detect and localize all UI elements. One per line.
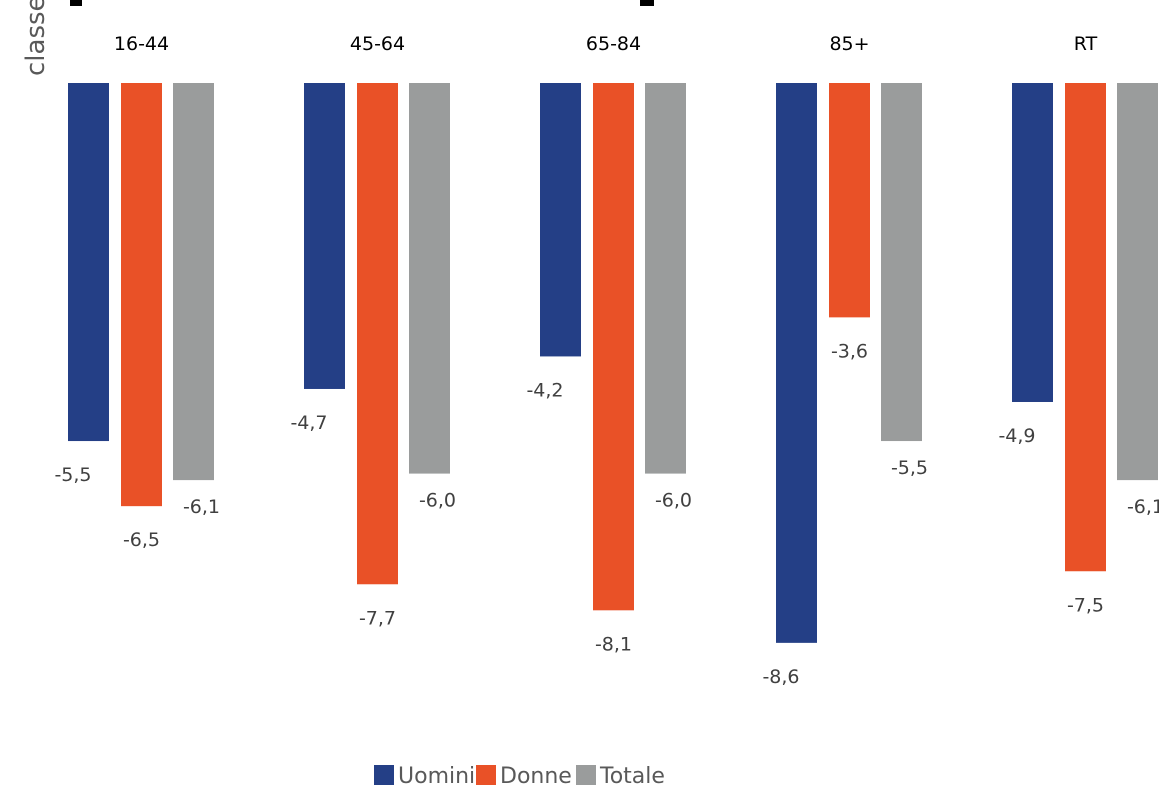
legend-item-uomini: Uomini [374, 764, 475, 787]
legend-item-totale: Totale [576, 764, 665, 787]
data-labels: -5,5 -4,7 -4,2 -8,6 -4,9 -6,5 -7,7 -8,1 -3,6 -7,5… [54, 340, 1159, 688]
legend-swatch [374, 765, 394, 785]
bar-donne-85+ [829, 83, 870, 318]
legend-swatch [576, 765, 596, 785]
data-label: -4,7 [290, 412, 327, 434]
data-label: -6,0 [655, 490, 692, 512]
bars [68, 83, 1158, 643]
category-label: 65-84 [586, 33, 641, 55]
bar-totale-85+ [881, 83, 922, 442]
bar-donne-16-44 [121, 83, 162, 507]
bar-uomini-16-44 [68, 83, 109, 442]
bar-totale-65-84 [645, 83, 686, 474]
y-axis-label: classe età [21, 0, 51, 76]
data-label: -6,1 [183, 496, 220, 518]
legend-swatch [476, 765, 496, 785]
legend-label: Totale [599, 764, 665, 787]
title-fragment [70, 0, 82, 6]
category-labels: 16-44 45-64 65-84 85+ RT [114, 33, 1098, 55]
legend-item-donne: Donne [476, 764, 572, 787]
data-label: -6,1 [1127, 496, 1159, 518]
data-label: -5,5 [54, 464, 91, 486]
legend: Uomini Donne Totale [374, 764, 665, 787]
data-label: -5,5 [891, 457, 928, 479]
bar-donne-RT [1065, 83, 1106, 572]
data-label: -7,7 [359, 607, 396, 629]
category-label: 45-64 [350, 33, 405, 55]
bar-uomini-85+ [776, 83, 817, 643]
legend-label: Donne [500, 764, 572, 787]
data-label: -8,1 [595, 633, 632, 655]
category-label: RT [1074, 33, 1098, 55]
category-label: 85+ [829, 33, 869, 55]
bar-donne-65-84 [593, 83, 634, 611]
data-label: -4,2 [526, 379, 563, 401]
bar-totale-45-64 [409, 83, 450, 474]
bar-uomini-RT [1012, 83, 1053, 402]
data-label: -6,5 [123, 529, 160, 551]
data-label: -6,0 [419, 490, 456, 512]
title-fragment [640, 0, 654, 6]
data-label: -4,9 [998, 425, 1035, 447]
category-label: 16-44 [114, 33, 169, 55]
legend-label: Uomini [398, 764, 475, 787]
bar-uomini-45-64 [304, 83, 345, 389]
data-label: -8,6 [762, 666, 799, 688]
bar-uomini-65-84 [540, 83, 581, 357]
data-label: -7,5 [1067, 594, 1104, 616]
data-label: -3,6 [831, 340, 868, 362]
bar-totale-RT [1117, 83, 1158, 481]
bar-totale-16-44 [173, 83, 214, 481]
bar-donne-45-64 [357, 83, 398, 585]
